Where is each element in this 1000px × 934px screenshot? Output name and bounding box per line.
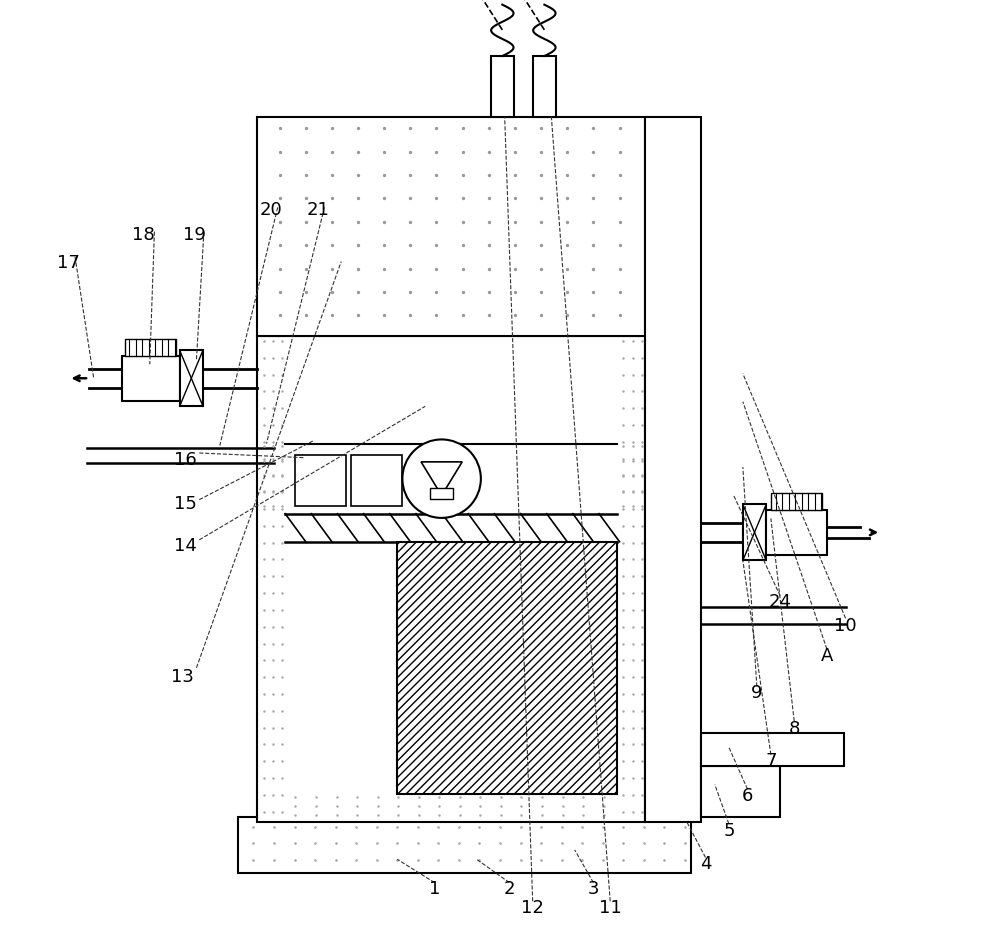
Text: 24: 24 — [769, 593, 792, 612]
Bar — [257, 336, 645, 822]
Text: 4: 4 — [700, 855, 711, 873]
Bar — [285, 364, 617, 794]
Bar — [295, 455, 346, 506]
Polygon shape — [421, 462, 462, 496]
Text: 8: 8 — [789, 719, 800, 738]
Bar — [533, 56, 556, 117]
Bar — [645, 117, 701, 822]
Bar — [701, 733, 844, 766]
Bar — [397, 542, 617, 794]
Text: 11: 11 — [599, 899, 622, 917]
Bar — [257, 117, 645, 336]
Text: 5: 5 — [723, 822, 735, 841]
Text: 3: 3 — [588, 880, 599, 899]
Text: 10: 10 — [834, 616, 857, 635]
Text: 16: 16 — [174, 450, 197, 469]
Bar — [430, 488, 453, 499]
Text: 21: 21 — [306, 201, 329, 219]
Bar — [771, 493, 822, 510]
Bar — [238, 817, 691, 873]
Bar — [122, 356, 180, 401]
Bar — [351, 455, 402, 506]
Text: 20: 20 — [260, 201, 283, 219]
Text: 1: 1 — [429, 880, 440, 899]
Bar — [125, 339, 176, 356]
Text: 13: 13 — [171, 668, 194, 686]
Circle shape — [402, 440, 481, 517]
Bar — [701, 766, 780, 817]
Text: 19: 19 — [183, 226, 206, 245]
Bar — [743, 504, 766, 560]
Text: 6: 6 — [742, 786, 753, 805]
Text: 18: 18 — [132, 226, 155, 245]
Bar — [491, 56, 514, 117]
Text: 15: 15 — [174, 495, 197, 514]
Text: 17: 17 — [57, 254, 80, 273]
Bar — [766, 510, 827, 555]
Bar — [180, 350, 203, 406]
Text: 2: 2 — [504, 880, 515, 899]
Text: 9: 9 — [751, 684, 763, 702]
Text: 12: 12 — [521, 899, 544, 917]
Text: 7: 7 — [765, 752, 777, 771]
Text: A: A — [821, 646, 833, 665]
Text: 14: 14 — [174, 537, 197, 556]
